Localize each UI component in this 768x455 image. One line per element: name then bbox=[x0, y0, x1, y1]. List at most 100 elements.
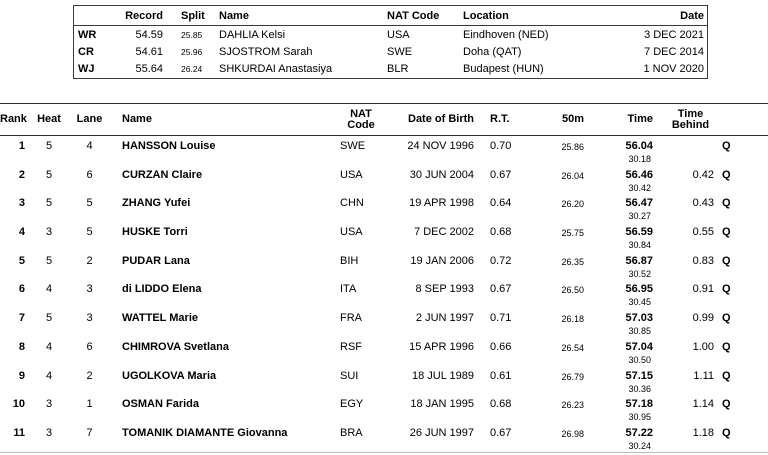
nat-code-cell: BIH bbox=[340, 254, 359, 267]
qualification-flag-cell: Q bbox=[722, 226, 731, 239]
records-header-row: Record Split Name NAT Code Location Date bbox=[74, 6, 707, 26]
result-row: 11 3 7 TOMANIK DIAMANTE Giovanna BRA 26 … bbox=[0, 423, 768, 452]
results-header-behind-line1: Time bbox=[677, 107, 704, 120]
page-bottom-rule bbox=[0, 452, 768, 453]
swimmer-name-cell: HANSSON Louise bbox=[122, 140, 216, 152]
heat-cell: 5 bbox=[45, 168, 53, 181]
records-header-name: Name bbox=[219, 9, 249, 22]
final-time-cell: 57.04 bbox=[625, 340, 653, 353]
final-time-cell: 56.47 bbox=[625, 197, 653, 210]
nat-code-cell: SWE bbox=[340, 140, 366, 152]
reaction-time-cell: 0.72 bbox=[490, 254, 512, 267]
final-time-cell: 57.22 bbox=[625, 426, 653, 439]
time-behind-cell: 1.11 bbox=[693, 369, 714, 382]
heat-cell: 4 bbox=[45, 369, 53, 382]
qualification-flag-cell: Q bbox=[722, 140, 731, 152]
date-of-birth-cell: 30 JUN 2004 bbox=[409, 168, 474, 181]
results-header-heat: Heat bbox=[37, 113, 61, 125]
records-header-nat-code: NAT Code bbox=[387, 9, 440, 22]
nat-code-cell: CHN bbox=[340, 197, 364, 210]
lane-cell: 6 bbox=[86, 340, 93, 353]
record-location: Budapest (HUN) bbox=[463, 63, 544, 76]
heat-cell: 5 bbox=[45, 140, 53, 152]
records-header-record: Record bbox=[125, 9, 163, 22]
results-body: 1 5 4 HANSSON Louise SWE 24 NOV 1996 0.7… bbox=[0, 136, 768, 452]
split-50m-cell: 26.79 bbox=[561, 371, 584, 382]
split-50m-cell: 26.18 bbox=[561, 314, 584, 325]
record-holder-name: DAHLIA Kelsi bbox=[219, 28, 286, 41]
record-row: WJ 55.64 26.24 SHKURDAI Anastasiya BLR B… bbox=[74, 61, 707, 78]
results-header-nat-line2: Code bbox=[347, 118, 375, 131]
nat-code-cell: SUI bbox=[340, 369, 359, 382]
heat-cell: 3 bbox=[45, 398, 53, 411]
nat-code-cell: RSF bbox=[340, 340, 362, 353]
nat-code-cell: USA bbox=[340, 168, 363, 181]
lane-cell: 1 bbox=[86, 398, 93, 411]
swimmer-name-cell: PUDAR Lana bbox=[122, 254, 190, 267]
second-50m-split-cell: 30.85 bbox=[628, 326, 651, 337]
swimmer-name-cell: HUSKE Torri bbox=[122, 226, 188, 239]
results-header-nat-line1: NAT bbox=[350, 107, 372, 120]
time-behind-cell: 1.00 bbox=[692, 340, 714, 353]
lane-cell: 2 bbox=[86, 254, 93, 267]
results-table: Rank Heat Lane Name NAT Code Date of Bir… bbox=[0, 103, 768, 452]
qualification-flag-cell: Q bbox=[722, 340, 731, 353]
records-table: Record Split Name NAT Code Location Date… bbox=[73, 5, 708, 79]
qualification-flag-cell: Q bbox=[722, 168, 731, 181]
second-50m-split-cell: 30.36 bbox=[628, 383, 651, 394]
time-behind-cell: 0.55 bbox=[692, 226, 714, 239]
results-header-name: Name bbox=[122, 113, 152, 125]
rank-cell: 3 bbox=[18, 197, 25, 210]
record-time-value: 55.64 bbox=[135, 63, 163, 76]
final-time-cell: 56.87 bbox=[625, 254, 653, 267]
qualification-flag-cell: Q bbox=[722, 369, 731, 382]
results-header-50m-split: 50m bbox=[561, 113, 584, 125]
nat-code-cell: FRA bbox=[340, 312, 362, 325]
result-row: 8 4 6 CHIMROVA Svetlana RSF 15 APR 1996 … bbox=[0, 337, 768, 366]
qualification-flag-cell: Q bbox=[722, 398, 731, 411]
swimmer-name-cell: di LIDDO Elena bbox=[122, 283, 202, 296]
time-behind-cell: 0.42 bbox=[692, 168, 714, 181]
heat-cell: 3 bbox=[45, 426, 53, 439]
results-header-time-behind: Time Behind bbox=[653, 107, 714, 131]
results-header-lane: Lane bbox=[76, 113, 103, 125]
time-behind-cell: 1.14 bbox=[692, 398, 714, 411]
time-behind-cell: 0.83 bbox=[692, 254, 714, 267]
time-behind-cell: 1.18 bbox=[692, 426, 714, 439]
rank-cell: 7 bbox=[18, 312, 25, 325]
final-time-cell: 57.15 bbox=[625, 369, 653, 382]
nat-code-cell: USA bbox=[340, 226, 363, 239]
results-header-time: Time bbox=[627, 113, 653, 125]
final-time-cell: 57.03 bbox=[625, 312, 653, 325]
date-of-birth-cell: 18 JAN 1995 bbox=[410, 398, 474, 411]
record-nat-code: USA bbox=[387, 28, 410, 41]
reaction-time-cell: 0.71 bbox=[490, 312, 512, 325]
lane-cell: 3 bbox=[86, 283, 93, 296]
split-50m-cell: 25.86 bbox=[561, 142, 584, 152]
record-location: Doha (QAT) bbox=[463, 45, 522, 58]
result-row: 6 4 3 di LIDDO Elena ITA 8 SEP 1993 0.67… bbox=[0, 279, 768, 308]
heat-cell: 4 bbox=[45, 340, 53, 353]
results-header-rank: Rank bbox=[0, 113, 27, 125]
record-time-value: 54.59 bbox=[135, 28, 163, 41]
final-time-cell: 56.59 bbox=[625, 226, 653, 239]
record-nat-code: SWE bbox=[387, 45, 413, 58]
date-of-birth-cell: 26 JUN 1997 bbox=[409, 426, 474, 439]
nat-code-cell: BRA bbox=[340, 426, 363, 439]
reaction-time-cell: 0.66 bbox=[490, 340, 512, 353]
final-time-cell: 56.04 bbox=[625, 140, 653, 152]
heat-cell: 5 bbox=[45, 312, 53, 325]
results-header-row: Rank Heat Lane Name NAT Code Date of Bir… bbox=[0, 103, 768, 136]
qualification-flag-cell: Q bbox=[722, 197, 731, 210]
lane-cell: 2 bbox=[86, 369, 93, 382]
record-holder-name: SHKURDAI Anastasiya bbox=[219, 63, 333, 76]
results-header-date-of-birth: Date of Birth bbox=[408, 113, 474, 125]
reaction-time-cell: 0.61 bbox=[490, 369, 512, 382]
record-time-value: 54.61 bbox=[135, 45, 163, 58]
result-row: 1 5 4 HANSSON Louise SWE 24 NOV 1996 0.7… bbox=[0, 136, 768, 165]
result-row: 10 3 1 OSMAN Farida EGY 18 JAN 1995 0.68… bbox=[0, 394, 768, 423]
rank-cell: 6 bbox=[18, 283, 25, 296]
final-time-cell: 56.46 bbox=[625, 168, 653, 181]
qualification-flag-cell: Q bbox=[722, 312, 731, 325]
reaction-time-cell: 0.68 bbox=[490, 398, 512, 411]
